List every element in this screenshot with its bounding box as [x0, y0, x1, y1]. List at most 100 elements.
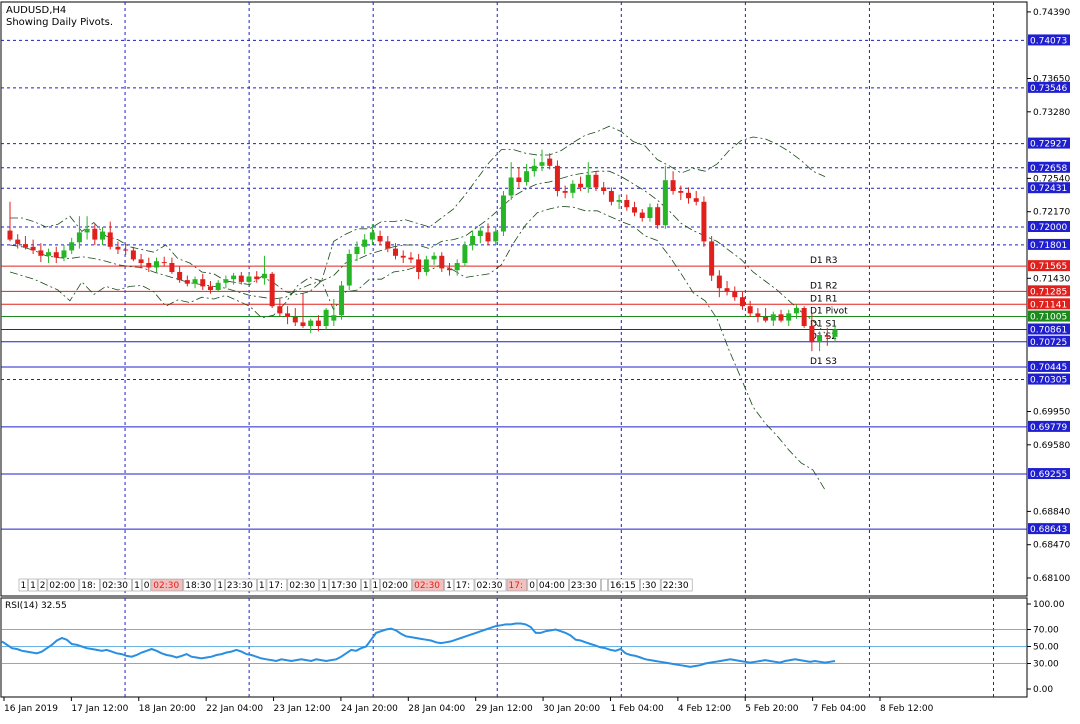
price-level-label: 0.72658	[1030, 164, 1067, 174]
candle-body	[423, 259, 429, 272]
time-axis-label: 16 Jan 2019	[4, 704, 58, 714]
session-marker-label: 1	[446, 581, 452, 591]
rsi-title: RSI(14) 32.55	[5, 601, 67, 611]
pivot-level-name: D1 R1	[810, 294, 838, 304]
price-level-tag	[1028, 137, 1070, 149]
price-level-label: 0.72431	[1030, 184, 1067, 194]
session-marker-label: 1	[321, 581, 327, 591]
candle-body	[793, 308, 799, 314]
candle-body	[231, 275, 237, 280]
candle-body	[138, 259, 144, 263]
candle-body	[724, 288, 730, 292]
price-level-tag	[1028, 335, 1070, 347]
candle-body	[315, 320, 321, 326]
pivot-level-name: D1 S2	[810, 332, 837, 342]
middle-band-line	[9, 170, 826, 334]
price-level-tag	[1028, 161, 1070, 173]
session-marker	[151, 578, 184, 592]
price-level-label: 0.71005	[1030, 313, 1067, 323]
session-marker-label: 1	[217, 581, 223, 591]
price-axis-label: 0.68100	[1033, 574, 1070, 584]
session-marker-label: 2	[40, 581, 46, 591]
candle-body	[362, 239, 368, 247]
session-marker-label: 23:30	[227, 581, 253, 591]
pivot-level-name: D1 Pivot	[810, 307, 848, 317]
session-marker-label: 1	[21, 581, 27, 591]
session-marker-label: 17:	[269, 581, 283, 591]
price-level-label: 0.70445	[1030, 363, 1067, 373]
price-axis-label: 0.68470	[1033, 541, 1070, 551]
candle-body	[662, 180, 668, 226]
candle-body	[277, 306, 283, 314]
session-marker	[608, 578, 640, 592]
candle-body	[84, 228, 90, 233]
candle-body	[539, 162, 545, 166]
candle-body	[686, 192, 692, 199]
session-marker-label: 0	[529, 581, 535, 591]
session-marker-label: 16:15	[610, 581, 636, 591]
candle-body	[624, 200, 630, 208]
rsi-axis-label: 0.00	[1033, 685, 1053, 695]
candle-body	[115, 246, 121, 250]
candle-body	[100, 231, 106, 240]
candle-body	[786, 313, 792, 321]
candle-body	[524, 171, 530, 182]
price-level-label: 0.70861	[1030, 326, 1067, 336]
session-marker	[506, 578, 528, 592]
candle-body	[516, 177, 522, 182]
candle-body	[632, 207, 638, 213]
candle-body	[331, 315, 337, 321]
candle-body	[200, 279, 206, 287]
session-marker	[37, 578, 48, 592]
rsi-axis-label: 100.00	[1033, 600, 1065, 610]
price-axis-label: 0.74390	[1033, 8, 1070, 18]
candle-body	[153, 261, 159, 268]
price-level-label: 0.71141	[1030, 300, 1067, 310]
session-marker-label: 17:30	[331, 581, 357, 591]
price-level-label: 0.71285	[1030, 287, 1067, 297]
price-level-label: 0.69779	[1030, 423, 1067, 433]
candle-body	[608, 191, 614, 202]
price-level-tag	[1028, 81, 1070, 93]
session-marker-label: 04:00	[539, 581, 565, 591]
pivot-level-name: D1 S1	[810, 320, 837, 330]
session-marker-label: 1	[134, 581, 140, 591]
candle-body	[169, 263, 175, 272]
session-marker	[100, 578, 132, 592]
price-axis-label: 0.71430	[1033, 274, 1070, 284]
session-marker-label: 0	[144, 581, 150, 591]
price-level-tag	[1028, 260, 1070, 272]
candle-body	[354, 246, 360, 254]
session-marker-label: 1	[30, 581, 36, 591]
chart-symbol-title: AUDUSD,H4	[6, 5, 67, 16]
candle-body	[261, 273, 267, 279]
price-axis-label: 0.73650	[1033, 75, 1070, 85]
price-axis-label: 0.68840	[1033, 507, 1070, 517]
price-level-tag	[1028, 182, 1070, 194]
session-marker	[287, 578, 320, 592]
session-marker	[380, 578, 412, 592]
candle-body	[107, 232, 113, 247]
session-marker	[660, 578, 693, 592]
candle-body	[339, 285, 345, 316]
session-marker	[266, 578, 288, 592]
time-axis-label: 4 Feb 12:00	[678, 704, 732, 714]
candle-body	[732, 291, 738, 298]
price-level-tag	[1028, 373, 1070, 385]
session-marker	[225, 578, 257, 592]
candle-body	[470, 236, 476, 245]
price-axis-label: 0.69950	[1033, 408, 1070, 418]
candle-body	[146, 263, 152, 268]
candle-body	[477, 230, 483, 236]
candle-body	[500, 195, 506, 232]
candle-body	[246, 276, 252, 282]
candle-body	[53, 252, 59, 258]
rsi-axis-label: 50.00	[1033, 643, 1059, 653]
candle-body	[778, 314, 784, 321]
session-marker	[329, 578, 361, 592]
candle-body	[269, 273, 275, 307]
price-level-tag	[1028, 221, 1070, 232]
candle-body	[547, 158, 553, 166]
